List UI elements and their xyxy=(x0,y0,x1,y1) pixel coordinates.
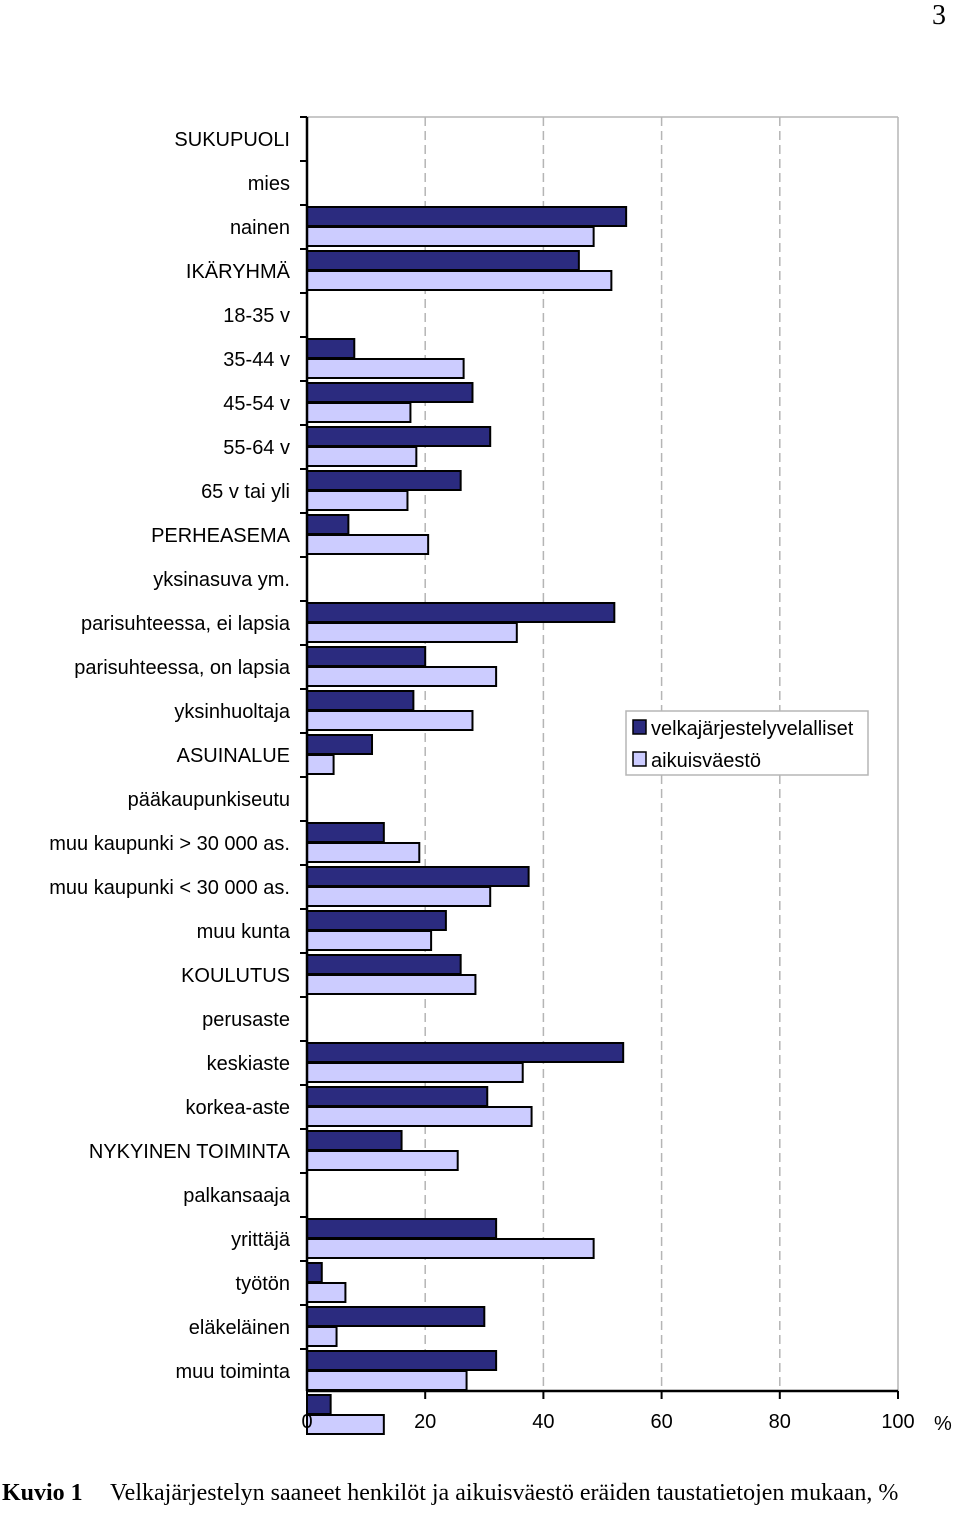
bar-velkajarjestelyvelalliset xyxy=(306,1086,489,1107)
bar-velkajarjestelyvelalliset xyxy=(306,910,447,931)
category-label: muu toiminta xyxy=(176,1361,291,1383)
category-label: nainen xyxy=(230,217,290,239)
bar-aikuisvaesto xyxy=(306,402,412,423)
bar-velkajarjestelyvelalliset xyxy=(306,1262,323,1283)
x-axis-label: % xyxy=(934,1413,952,1435)
category-labels: SUKUPUOLI mies nainen IKÄRYHMÄ 18-35 v 35-44 … xyxy=(49,129,291,1383)
category-label: ASUINALUE xyxy=(177,745,290,767)
bar-velkajarjestelyvelalliset xyxy=(306,250,580,271)
bar-aikuisvaesto xyxy=(306,534,430,555)
x-tick-label: 60 xyxy=(650,1411,672,1433)
bar-aikuisvaesto xyxy=(306,1150,459,1171)
caption-label: Kuvio 1 xyxy=(2,1480,83,1506)
x-tick-label: 20 xyxy=(414,1411,436,1433)
bar-velkajarjestelyvelalliset xyxy=(306,1130,403,1151)
bar-aikuisvaesto xyxy=(306,622,518,643)
bar-velkajarjestelyvelalliset xyxy=(306,602,616,623)
bar-velkajarjestelyvelalliset xyxy=(306,690,415,711)
bar-velkajarjestelyvelalliset xyxy=(306,734,374,755)
bar-aikuisvaesto xyxy=(306,1370,468,1391)
legend: velkajärjestelyvelalliset aikuisväestö xyxy=(625,710,869,776)
legend-entry: aikuisväestö xyxy=(651,750,761,772)
x-tick-labels: 0 20 40 60 80 100% xyxy=(301,1411,952,1435)
bar-velkajarjestelyvelalliset xyxy=(306,954,462,975)
category-label: yksinhuoltaja xyxy=(174,701,291,723)
x-tick-label: 100 xyxy=(881,1411,914,1433)
bar-aikuisvaesto xyxy=(306,930,433,951)
bar-aikuisvaesto xyxy=(306,490,409,511)
bar-aikuisvaesto xyxy=(306,754,335,775)
category-label: työtön xyxy=(236,1273,290,1295)
legend-swatch xyxy=(632,751,647,767)
bar-velkajarjestelyvelalliset xyxy=(306,1306,486,1327)
bar-aikuisvaesto xyxy=(306,1326,338,1347)
axes xyxy=(300,116,899,1399)
category-label: yrittäjä xyxy=(231,1229,291,1251)
bar-velkajarjestelyvelalliset xyxy=(306,1350,498,1371)
bar-aikuisvaesto xyxy=(306,666,498,687)
bar-chart: SUKUPUOLI mies nainen IKÄRYHMÄ 18-35 v 35-44 … xyxy=(49,116,952,1435)
bar-velkajarjestelyvelalliset xyxy=(306,866,530,887)
category-label: mies xyxy=(248,173,290,195)
page-number: 3 xyxy=(932,0,946,31)
bar-velkajarjestelyvelalliset xyxy=(306,206,628,227)
bar-aikuisvaesto xyxy=(306,358,465,379)
category-label: muu kunta xyxy=(197,921,291,943)
category-label: 35-44 v xyxy=(223,349,290,371)
legend-box xyxy=(625,710,869,776)
category-label: 55-64 v xyxy=(223,437,290,459)
bar-aikuisvaesto xyxy=(306,1414,385,1435)
category-label: eläkeläinen xyxy=(189,1317,290,1339)
category-label: yksinasuva ym. xyxy=(153,569,290,591)
bar-aikuisvaesto xyxy=(306,226,595,247)
category-label: KOULUTUS xyxy=(181,965,290,987)
bar-aikuisvaesto xyxy=(306,842,421,863)
category-label: muu kaupunki < 30 000 as. xyxy=(49,877,290,899)
bar-aikuisvaesto xyxy=(306,1062,524,1083)
category-label: muu kaupunki > 30 000 as. xyxy=(49,833,290,855)
category-label: parisuhteessa, ei lapsia xyxy=(81,613,291,635)
bar-velkajarjestelyvelalliset xyxy=(306,338,356,359)
category-label: keskiaste xyxy=(207,1053,290,1075)
caption-text: Velkajärjestelyn saaneet henkilöt ja aik… xyxy=(110,1480,899,1506)
x-tick-label: 0 xyxy=(301,1411,312,1433)
category-label: palkansaaja xyxy=(183,1185,291,1207)
bar-aikuisvaesto xyxy=(306,886,492,907)
bar-aikuisvaesto xyxy=(306,710,474,731)
bar-aikuisvaesto xyxy=(306,1282,347,1303)
bar-aikuisvaesto xyxy=(306,446,418,467)
bar-velkajarjestelyvelalliset xyxy=(306,1042,625,1063)
category-label: PERHEASEMA xyxy=(151,525,291,547)
category-label: NYKYINEN TOIMINTA xyxy=(89,1141,291,1163)
bar-velkajarjestelyvelalliset xyxy=(306,426,492,447)
bars xyxy=(306,206,628,1435)
bar-aikuisvaesto xyxy=(306,270,613,291)
bar-velkajarjestelyvelalliset xyxy=(306,1218,498,1239)
category-label: 65 v tai yli xyxy=(201,481,290,503)
category-label: IKÄRYHMÄ xyxy=(186,261,291,283)
bar-velkajarjestelyvelalliset xyxy=(306,822,385,843)
bar-velkajarjestelyvelalliset xyxy=(306,470,462,491)
bar-velkajarjestelyvelalliset xyxy=(306,646,427,667)
category-label: korkea-aste xyxy=(186,1097,291,1119)
bar-velkajarjestelyvelalliset xyxy=(306,514,350,535)
x-tick-label: 40 xyxy=(532,1411,554,1433)
bar-aikuisvaesto xyxy=(306,1238,595,1259)
category-label: 18-35 v xyxy=(223,305,290,327)
legend-entry: velkajärjestelyvelalliset xyxy=(651,718,854,740)
x-tick-label: 80 xyxy=(769,1411,791,1433)
category-label: parisuhteessa, on lapsia xyxy=(74,657,291,679)
bar-aikuisvaesto xyxy=(306,1106,533,1127)
category-label: SUKUPUOLI xyxy=(174,129,290,151)
bar-aikuisvaesto xyxy=(306,974,477,995)
figure-caption: Kuvio 1 Velkajärjestelyn saaneet henkilöt… xyxy=(2,1478,958,1508)
category-label: perusaste xyxy=(202,1009,290,1031)
legend-swatch xyxy=(632,719,647,735)
category-label: 45-54 v xyxy=(223,393,290,415)
bar-velkajarjestelyvelalliset xyxy=(306,382,474,403)
category-label: pääkaupunkiseutu xyxy=(128,789,290,811)
